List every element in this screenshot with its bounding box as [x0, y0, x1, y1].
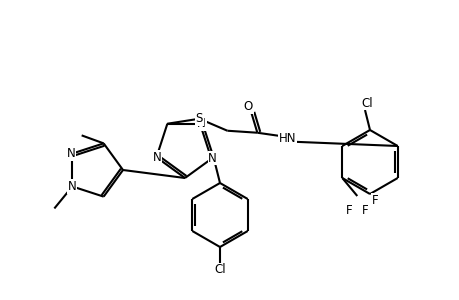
Text: S: S	[195, 112, 202, 125]
Text: N: N	[208, 152, 217, 165]
Text: N: N	[68, 180, 77, 193]
Text: O: O	[243, 100, 252, 113]
Text: F: F	[345, 203, 352, 217]
Text: HN: HN	[278, 132, 296, 145]
Text: N: N	[197, 117, 206, 130]
Text: Cl: Cl	[214, 263, 225, 277]
Text: N: N	[153, 151, 162, 164]
Text: F: F	[371, 194, 378, 206]
Text: N: N	[67, 147, 76, 160]
Text: F: F	[361, 203, 368, 217]
Text: Cl: Cl	[360, 97, 372, 110]
